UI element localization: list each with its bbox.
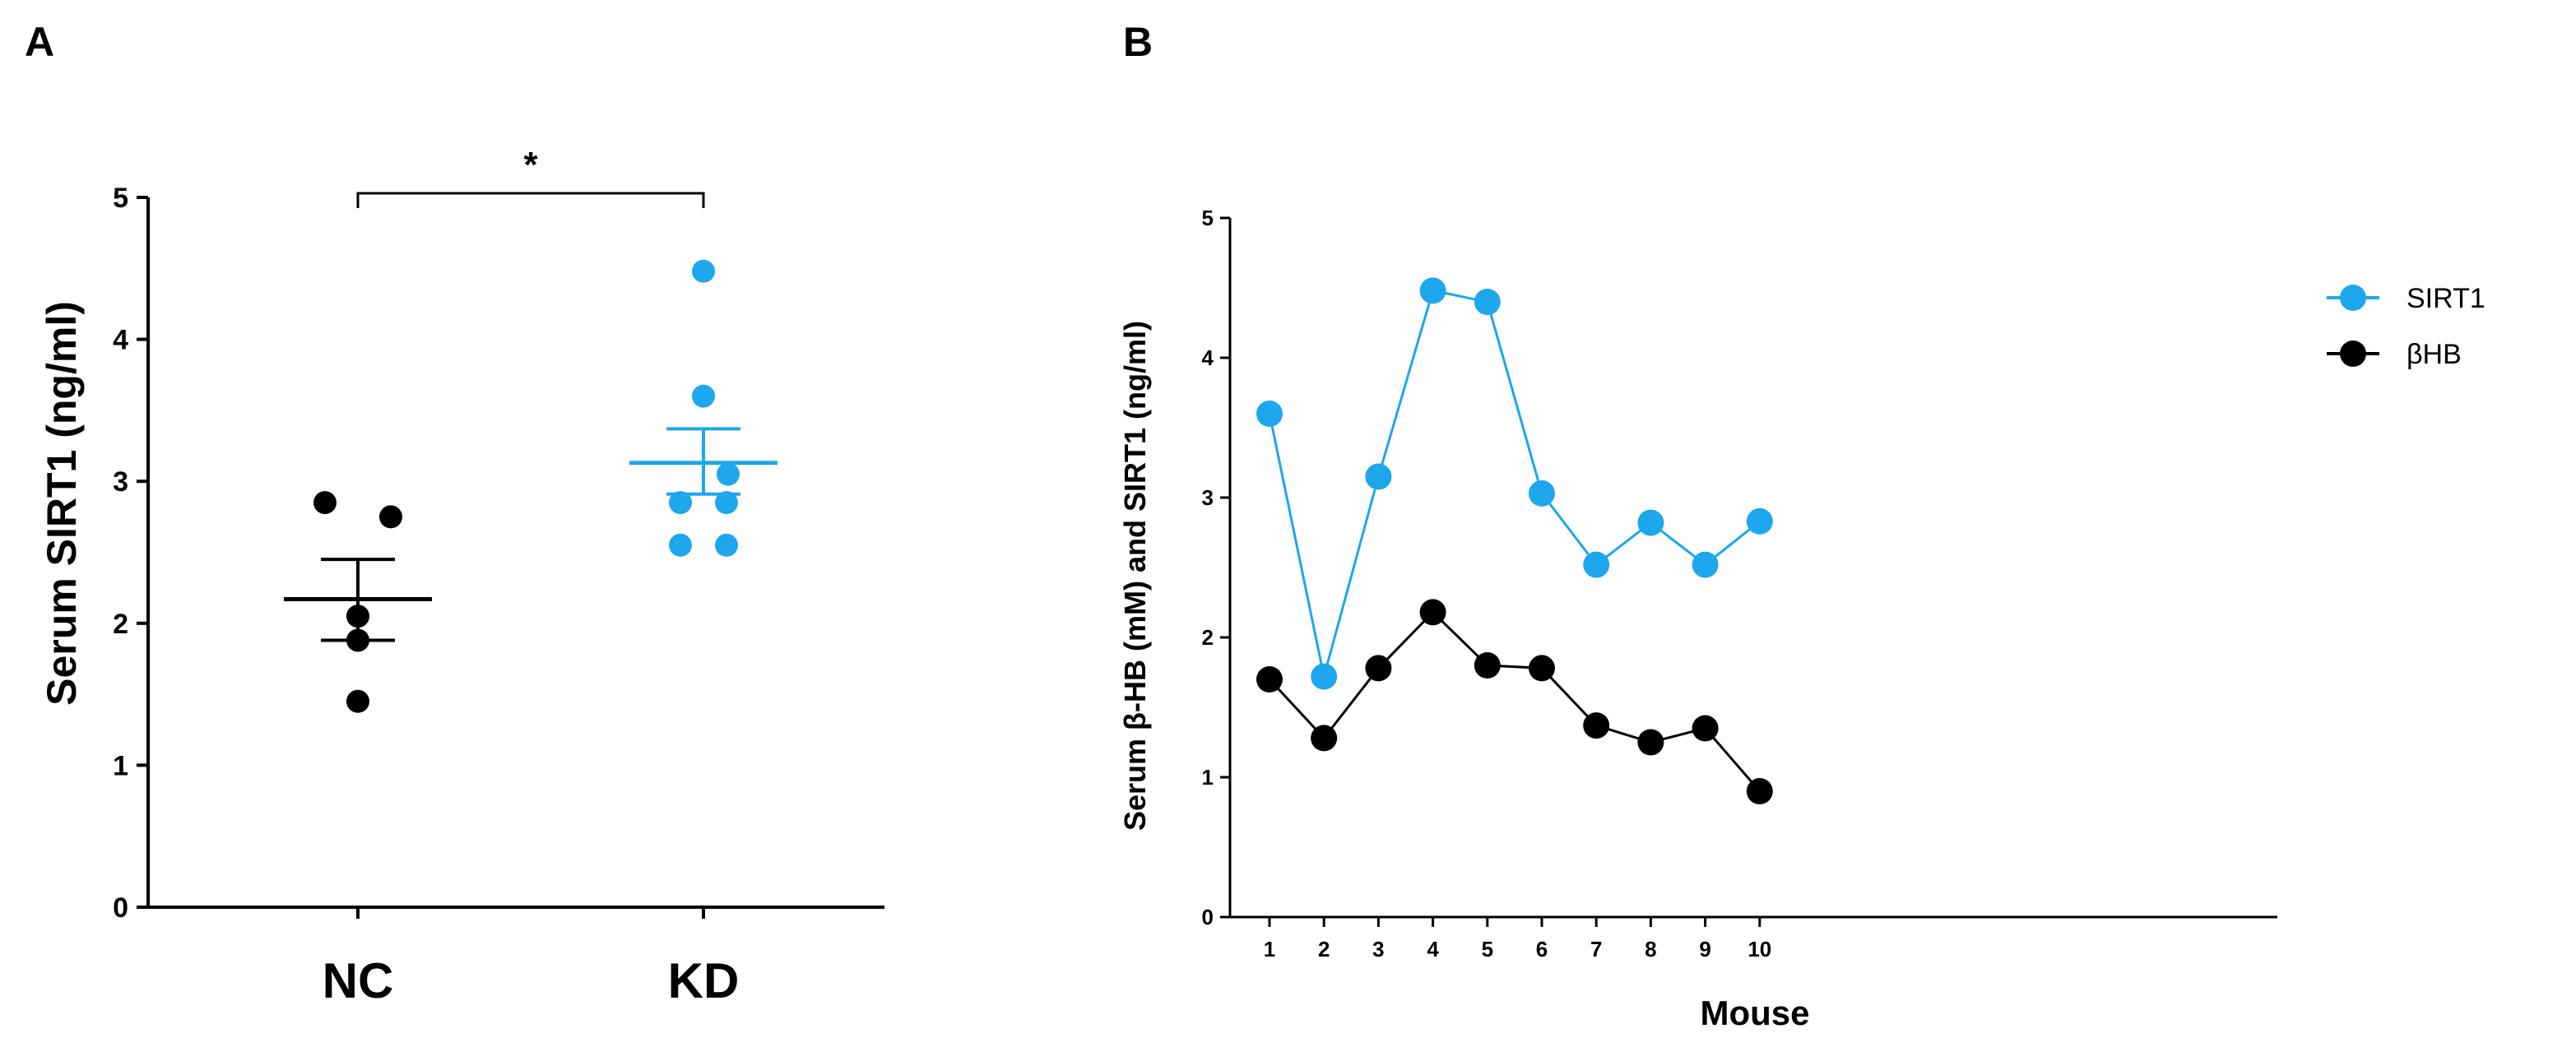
a-y-tick-label: 0	[113, 892, 128, 924]
a-x-tick-label: NC	[323, 953, 394, 1008]
b-x-tick-label: 4	[1427, 937, 1439, 961]
a-y-tick-label: 3	[113, 466, 128, 498]
b-point-bhb	[1365, 655, 1392, 682]
b-y-tick-label: 1	[1202, 765, 1214, 790]
a-point-nc	[346, 605, 369, 628]
panel-a-y-axis-label: Serum SIRT1 (ng/ml)	[39, 301, 85, 706]
a-point-kd	[692, 259, 715, 283]
b-x-tick-label: 2	[1318, 937, 1330, 961]
b-y-tick-label: 4	[1202, 345, 1214, 370]
a-point-kd	[692, 384, 715, 408]
a-point-kd	[715, 533, 738, 557]
panel-label-a: A	[25, 19, 54, 65]
a-point-nc	[346, 689, 369, 713]
b-y-tick-label: 5	[1202, 206, 1214, 230]
b-point-bhb	[1746, 778, 1773, 804]
b-x-tick-label: 6	[1536, 937, 1548, 961]
a-y-tick-label: 1	[113, 750, 128, 781]
b-point-sirt1	[1365, 463, 1392, 490]
a-point-kd	[669, 533, 692, 557]
a-significance-bracket	[356, 192, 705, 208]
b-point-sirt1	[1311, 663, 1338, 690]
legend-sirt1-label: SIRT1	[2407, 283, 2485, 314]
b-point-bhb	[1529, 655, 1555, 682]
panel-b-legend: SIRT1 βHB	[2327, 283, 2485, 370]
b-x-tick-label: 10	[1748, 937, 1771, 961]
panel-b-chart: 0 1 2 3 4 5 1 2 3 4 5 6 7 8 9 10	[1202, 206, 2277, 961]
panel-label-b: B	[1123, 19, 1153, 65]
b-series-line-bhb	[1268, 610, 1761, 792]
b-point-bhb	[1256, 666, 1283, 693]
b-y-tick-label: 2	[1202, 625, 1214, 650]
b-point-bhb	[1311, 725, 1338, 752]
b-point-sirt1	[1419, 277, 1446, 304]
b-point-bhb	[1474, 652, 1501, 679]
a-y-tick-label: 2	[113, 609, 128, 640]
a-point-kd	[669, 491, 692, 515]
b-series-line-sirt1	[1268, 289, 1761, 677]
b-point-sirt1	[1583, 551, 1610, 578]
a-x-tick-label: KD	[668, 953, 740, 1008]
b-point-bhb	[1692, 715, 1719, 742]
panel-a-chart: 0 1 2 3 4 5 NC KD *	[113, 145, 884, 1008]
a-significance-star: *	[523, 145, 538, 185]
a-point-kd	[715, 491, 738, 515]
a-point-kd	[717, 462, 740, 486]
b-point-sirt1	[1474, 289, 1501, 315]
b-y-tick-label: 3	[1202, 485, 1214, 510]
a-y-tick-label: 5	[113, 183, 128, 214]
b-point-sirt1	[1746, 507, 1773, 535]
legend-bhb-marker	[2340, 341, 2366, 367]
b-point-bhb	[1583, 712, 1610, 739]
b-point-bhb	[1637, 729, 1664, 756]
b-x-tick-label: 3	[1372, 937, 1384, 961]
b-point-sirt1	[1692, 551, 1719, 578]
b-y-tick-label: 0	[1202, 905, 1214, 929]
a-point-nc	[346, 628, 369, 652]
b-x-tick-label: 8	[1645, 937, 1656, 961]
b-x-tick-label: 9	[1699, 937, 1710, 961]
b-point-sirt1	[1637, 509, 1664, 536]
a-y-tick-label: 4	[113, 325, 128, 356]
b-point-sirt1	[1256, 401, 1283, 427]
b-point-sirt1	[1529, 479, 1555, 507]
legend-bhb-label: βHB	[2407, 339, 2462, 370]
legend-sirt1-marker	[2340, 285, 2366, 311]
b-x-tick-label: 1	[1264, 937, 1275, 961]
b-x-tick-label: 5	[1482, 937, 1493, 961]
panel-b-x-axis-label: Mouse	[1700, 994, 1809, 1032]
b-x-tick-label: 7	[1590, 937, 1602, 961]
b-point-bhb	[1419, 599, 1446, 626]
a-point-nc	[313, 491, 337, 515]
a-point-nc	[379, 505, 402, 529]
panel-b-y-axis-label: Serum β-HB (mM) and SIRT1 (ng/ml)	[1118, 321, 1152, 831]
